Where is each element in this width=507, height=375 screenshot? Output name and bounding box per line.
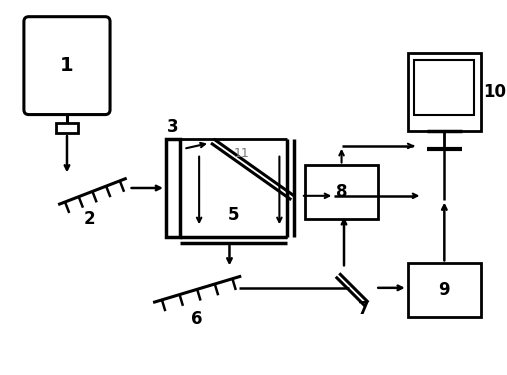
Text: 3: 3 [167, 118, 178, 136]
Bar [408, 263, 481, 317]
Bar [56, 123, 78, 133]
Text: 8: 8 [336, 183, 347, 201]
Text: 11: 11 [233, 147, 249, 160]
Text: 6: 6 [192, 310, 203, 328]
Text: 10: 10 [483, 83, 506, 101]
Bar [166, 139, 179, 237]
FancyBboxPatch shape [24, 16, 110, 115]
Text: 5: 5 [228, 206, 239, 224]
Text: 2: 2 [84, 210, 95, 228]
Text: 9: 9 [439, 281, 450, 299]
Bar [415, 60, 474, 115]
Bar [408, 53, 481, 131]
Bar [305, 165, 378, 219]
Text: 7: 7 [358, 300, 370, 318]
Text: 1: 1 [60, 56, 74, 75]
